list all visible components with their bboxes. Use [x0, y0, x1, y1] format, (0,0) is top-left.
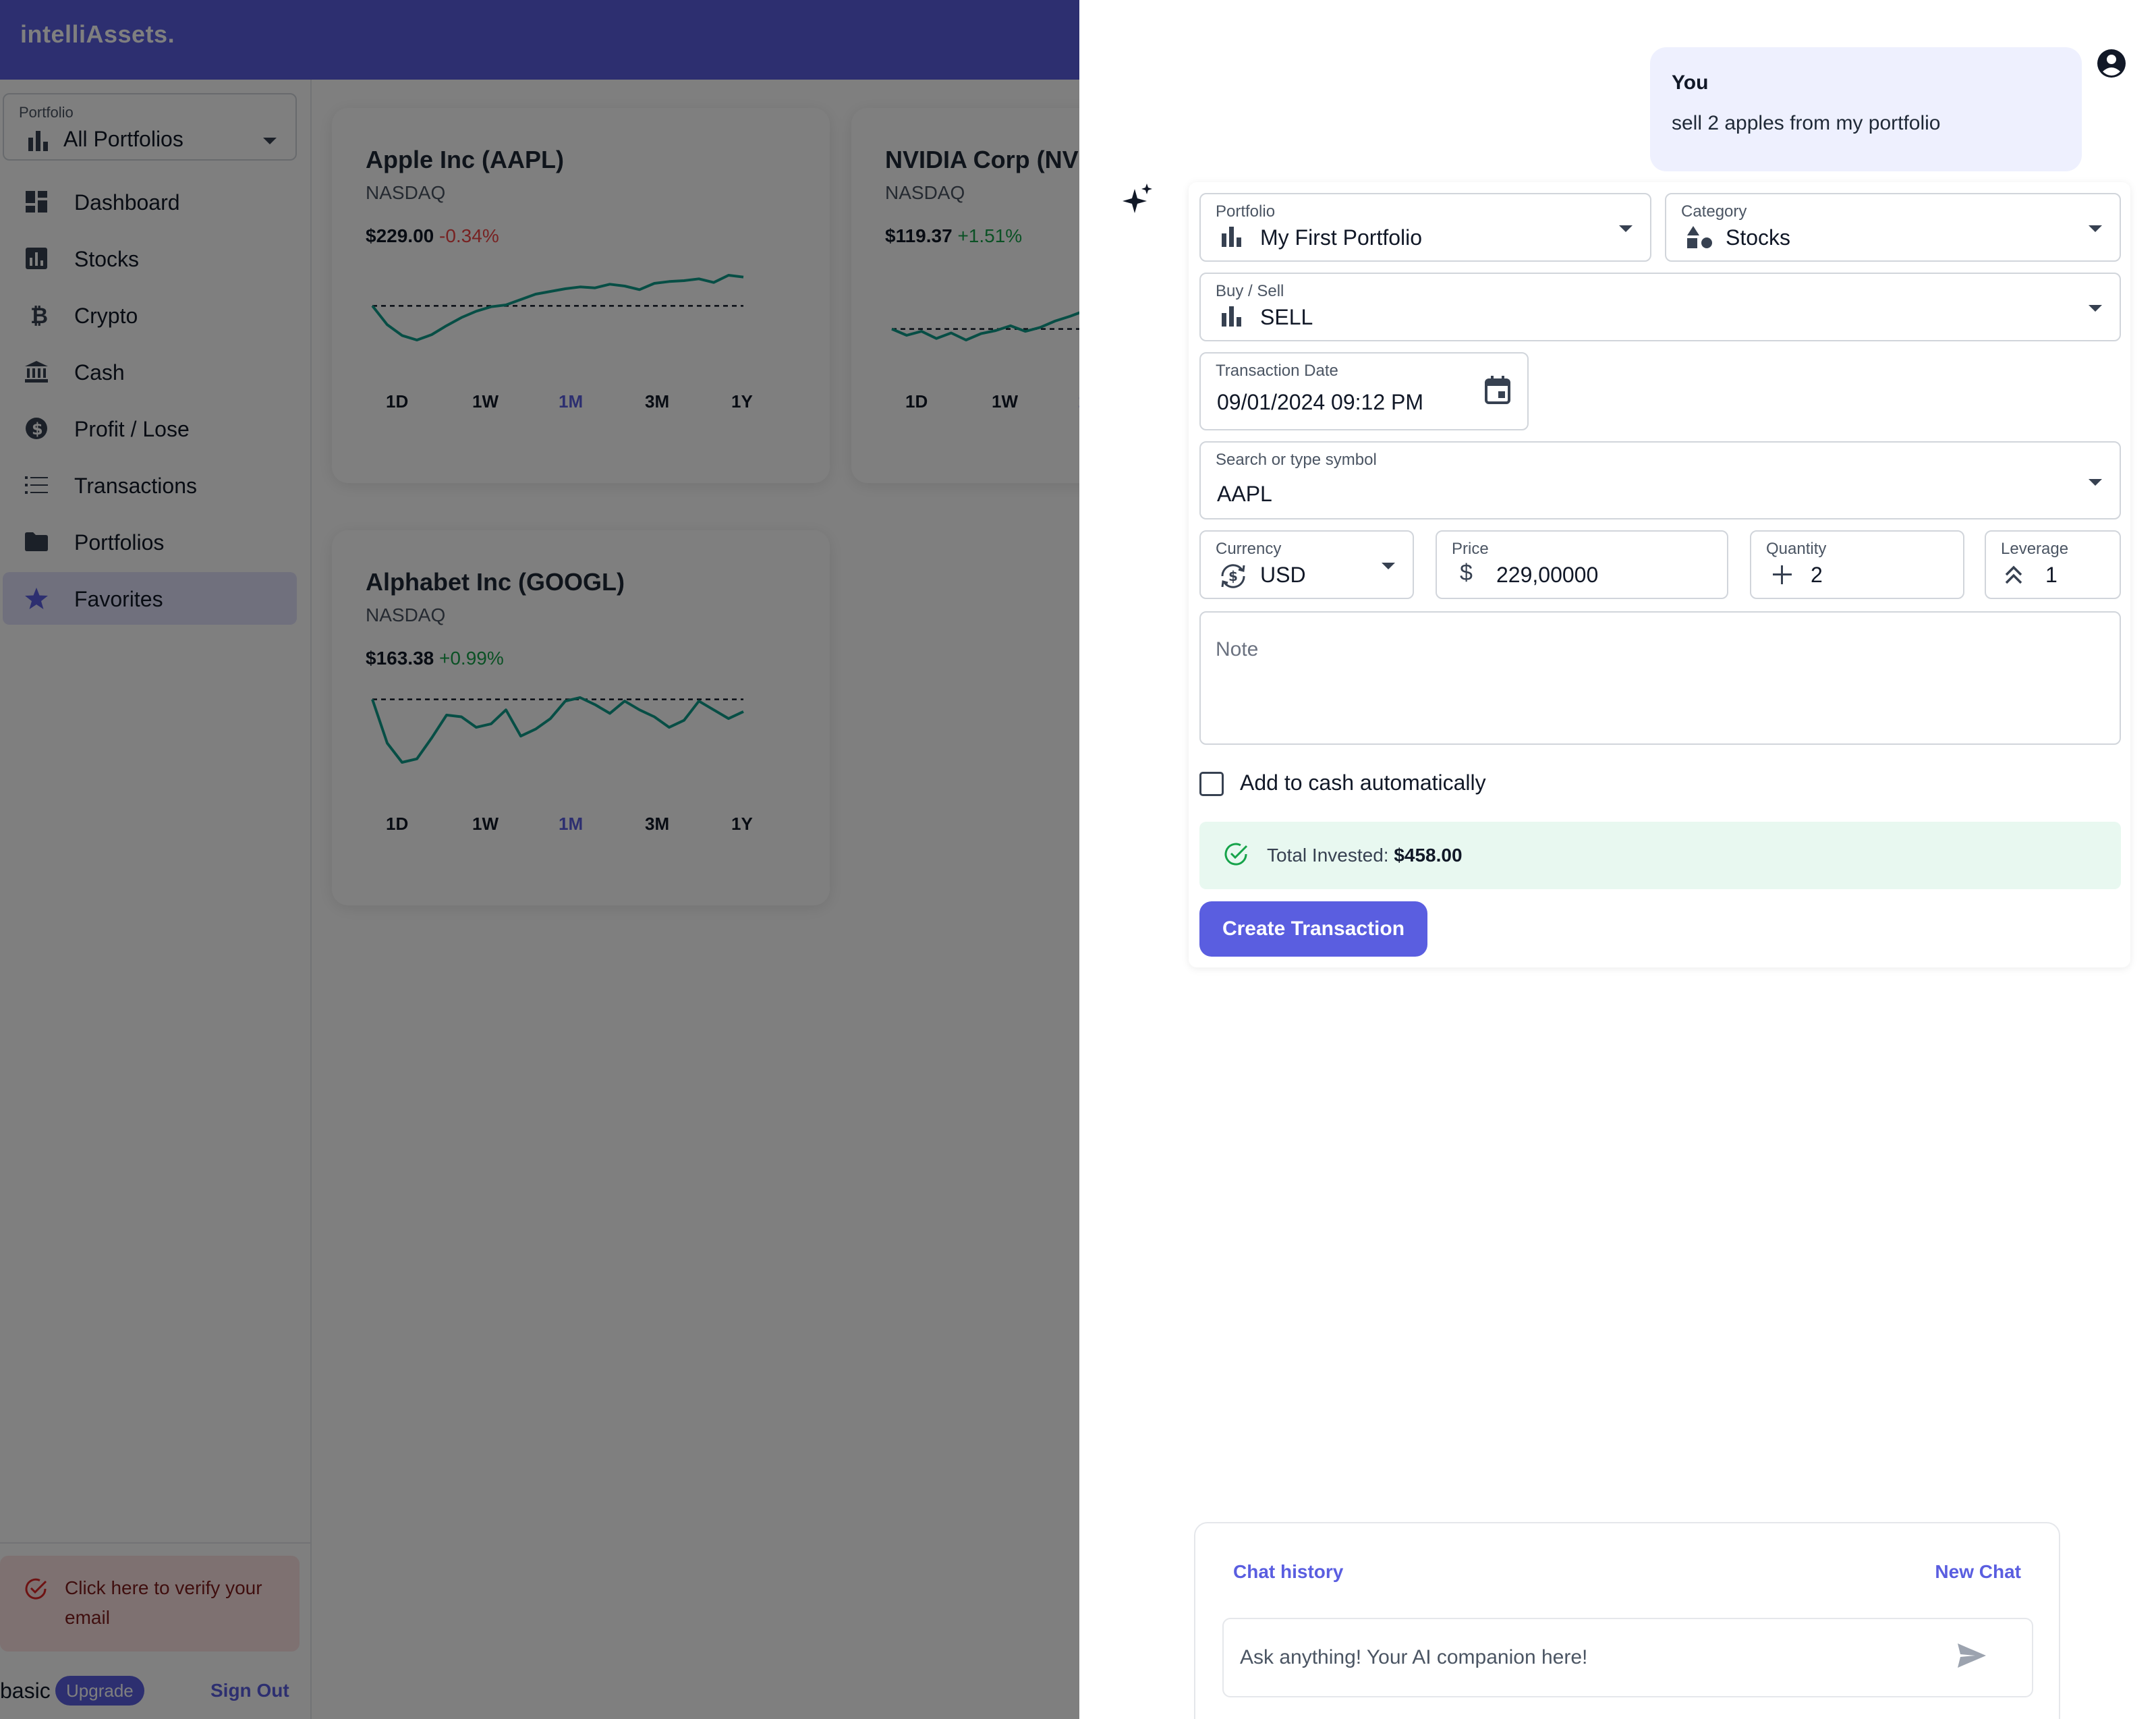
chat-history-link[interactable]: Chat history [1233, 1561, 1344, 1582]
field-label: Price [1452, 540, 1489, 558]
message-text: sell 2 apples from my portfolio [1672, 112, 1941, 134]
field-value: 09/01/2024 09:12 PM [1217, 390, 1424, 414]
user-avatar-icon [2097, 49, 2126, 82]
dollar-icon: $ [1460, 560, 1473, 586]
new-chat-link[interactable]: New Chat [1935, 1561, 2021, 1582]
field-label: Currency [1216, 540, 1282, 558]
portfolio-dropdown[interactable]: Portfolio My First Portfolio [1199, 193, 1651, 262]
create-transaction-button[interactable]: Create Transaction [1199, 901, 1427, 957]
user-message-bubble: You sell 2 apples from my portfolio [1650, 47, 2082, 171]
shapes-icon [1686, 225, 1713, 252]
ai-sparkle-icon [1120, 181, 1158, 222]
field-label: Buy / Sell [1216, 282, 1284, 300]
category-dropdown[interactable]: Category Stocks [1665, 193, 2121, 262]
chat-composer: Chat history New Chat [1194, 1522, 2060, 1719]
total-invested-value: $458.00 [1394, 845, 1463, 866]
send-icon[interactable] [1956, 1642, 1987, 1672]
buy-sell-dropdown[interactable]: Buy / Sell SELL [1199, 273, 2121, 341]
bar-chart-icon [1221, 225, 1243, 250]
chevron-down-icon [2089, 479, 2102, 486]
svg-text:$: $ [1228, 568, 1238, 584]
symbol-search-field[interactable]: Search or type symbol AAPL [1199, 441, 2121, 519]
currency-dropdown[interactable]: Currency $ USD [1199, 530, 1414, 599]
bar-chart-icon [1221, 305, 1243, 330]
chevron-down-icon [1382, 563, 1395, 569]
field-value: 229,00000 [1496, 563, 1599, 587]
field-value: USD [1260, 563, 1306, 587]
check-circle-icon [1222, 841, 1249, 871]
field-label: Quantity [1766, 540, 1827, 558]
calendar-icon[interactable] [1484, 375, 1511, 408]
transaction-date-field[interactable]: Transaction Date 09/01/2024 09:12 PM [1199, 352, 1529, 430]
app-background: intelliAssets. Portfolio All Portfolios … [0, 0, 1079, 1719]
field-value: AAPL [1217, 482, 1272, 506]
quantity-field[interactable]: Quantity 2 [1750, 530, 1964, 599]
chat-input[interactable] [1222, 1618, 2033, 1697]
field-value: SELL [1260, 305, 1313, 329]
double-chevron-up-icon [2004, 564, 2024, 589]
modal-backdrop[interactable] [0, 0, 1079, 1719]
field-label: Portfolio [1216, 202, 1276, 221]
currency-exchange-icon: $ [1217, 560, 1249, 596]
chevron-down-icon [2089, 305, 2102, 312]
field-value: 1 [2045, 563, 2058, 587]
note-placeholder: Note [1216, 638, 1259, 660]
chevron-down-icon [1619, 225, 1633, 232]
note-textarea[interactable]: Note [1199, 611, 2121, 745]
ai-chat-panel: You sell 2 apples from my portfolio Port… [1079, 0, 2156, 1719]
field-label: Transaction Date [1216, 362, 1338, 380]
price-field[interactable]: Price $ 229,00000 [1436, 530, 1728, 599]
add-to-cash-label: Add to cash automatically [1240, 770, 1486, 795]
field-value: 2 [1811, 563, 1823, 587]
field-value: Stocks [1726, 225, 1791, 250]
total-invested-text: Total Invested: $458.00 [1267, 845, 1463, 866]
field-value: My First Portfolio [1260, 225, 1423, 250]
leverage-field[interactable]: Leverage 1 [1985, 530, 2121, 599]
field-label: Search or type symbol [1216, 451, 1377, 469]
field-label: Leverage [2001, 540, 2069, 558]
chevron-down-icon [2089, 225, 2102, 232]
total-invested-banner: Total Invested: $458.00 [1199, 822, 2121, 889]
field-label: Category [1681, 202, 1747, 221]
total-invested-label: Total Invested: [1267, 845, 1389, 866]
add-to-cash-checkbox[interactable] [1199, 772, 1224, 796]
transaction-form: Portfolio My First Portfolio Category St… [1189, 182, 2130, 967]
message-sender: You [1672, 72, 1709, 94]
plus-icon [1771, 564, 1793, 589]
